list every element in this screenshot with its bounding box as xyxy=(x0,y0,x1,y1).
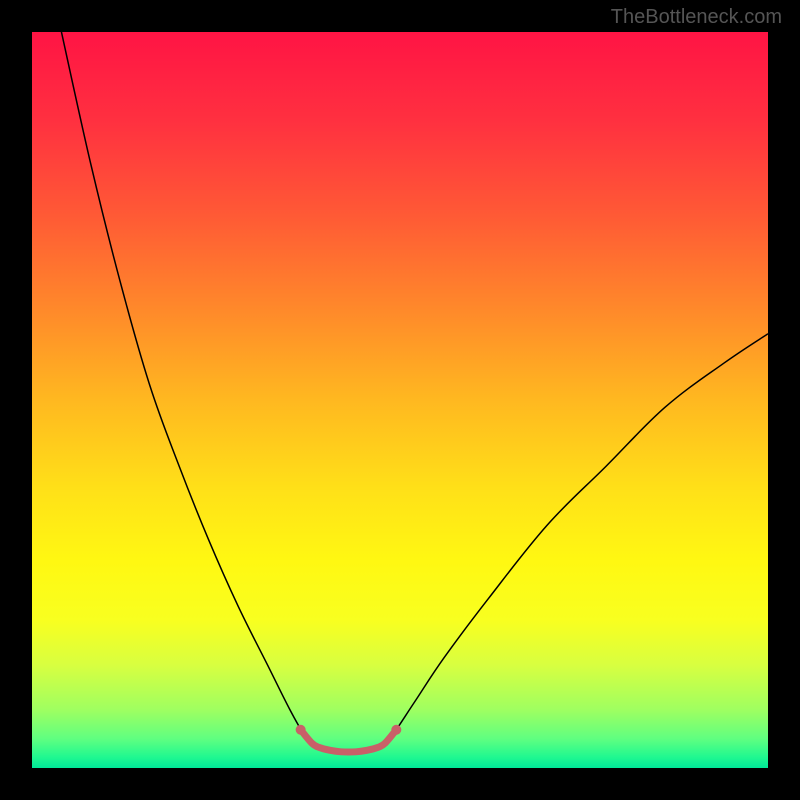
gradient-background xyxy=(32,32,768,768)
trough-end-dot xyxy=(296,725,306,735)
plot-area xyxy=(32,32,768,768)
chart-svg xyxy=(32,32,768,768)
trough-end-dot xyxy=(391,725,401,735)
watermark-text: TheBottleneck.com xyxy=(611,6,782,29)
